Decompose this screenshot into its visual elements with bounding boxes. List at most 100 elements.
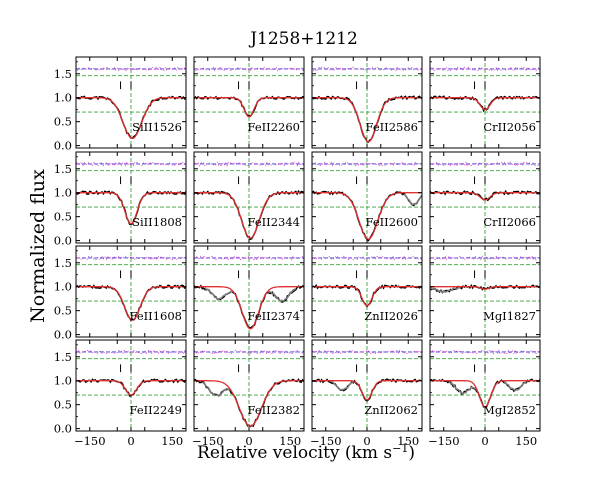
transition-label: CrII2066 xyxy=(483,215,536,229)
voigt-model xyxy=(76,380,186,396)
blended-feature xyxy=(204,287,233,301)
blended-feature xyxy=(503,381,527,392)
x-axis-label: Relative velocity (km s−1) xyxy=(197,442,415,464)
y-tick-label: 1.5 xyxy=(54,256,72,270)
residual-trace xyxy=(193,161,305,167)
y-tick-label: 0.5 xyxy=(54,210,72,224)
transition-label: SiII1808 xyxy=(132,215,182,229)
panel-FeII2586: FeII2586 xyxy=(311,56,423,149)
flux-spectrum xyxy=(429,95,541,113)
y-tick-label: 1.5 xyxy=(54,162,72,176)
x-tick-label: −150 xyxy=(192,434,224,448)
voigt-model xyxy=(194,286,304,330)
voigt-model xyxy=(76,286,186,321)
transition-label: ZnII2026 xyxy=(364,309,418,323)
voigt-model xyxy=(76,97,186,140)
x-tick-label: 150 xyxy=(397,434,419,448)
blended-feature xyxy=(403,193,423,206)
blended-feature xyxy=(448,381,478,395)
panel-FeII2382: −150 0 150 FeII2382 xyxy=(192,339,305,448)
voigt-model xyxy=(194,192,304,239)
residual-trace xyxy=(193,66,305,72)
panel-MgI2852: −150 0 150 MgI2852 xyxy=(428,339,541,448)
transition-label: FeII2382 xyxy=(247,403,300,417)
x-tick-label: 150 xyxy=(279,434,301,448)
residual-trace xyxy=(429,66,541,72)
transition-label: FeII2249 xyxy=(129,403,182,417)
voigt-model xyxy=(312,286,422,307)
y-tick-label: 0.0 xyxy=(54,234,72,248)
residual-trace xyxy=(429,161,541,167)
y-tick-label: 1.0 xyxy=(54,186,72,200)
transition-label: FeII2600 xyxy=(365,215,418,229)
transition-label: FeII2374 xyxy=(247,309,300,323)
residual-trace xyxy=(193,349,305,355)
transition-label: MgI1827 xyxy=(483,309,536,323)
x-axis-label-text: Relative velocity (km s xyxy=(197,443,392,463)
residual-trace xyxy=(75,66,187,72)
y-tick-label: 0.0 xyxy=(54,422,72,436)
y-tick-label: 1.5 xyxy=(54,350,72,364)
voigt-model xyxy=(312,380,422,401)
voigt-model xyxy=(194,97,304,118)
transition-label: FeII2260 xyxy=(247,120,300,134)
y-tick-label: 0.5 xyxy=(54,115,72,129)
x-tick-label: 150 xyxy=(515,434,537,448)
blended-feature xyxy=(202,381,231,397)
transition-label: FeII2344 xyxy=(247,215,300,229)
y-tick-label: 0.5 xyxy=(54,398,72,412)
panel-FeII1608: 0.0 0.5 1.0 1.5 FeII1608 xyxy=(54,245,187,342)
residual-trace xyxy=(311,349,423,355)
transition-label: MgI2852 xyxy=(483,403,536,417)
residual-trace xyxy=(311,255,423,261)
panel-FeII2249: 0.0 0.5 1.0 1.5 −150 0 150 FeII2249 xyxy=(54,339,187,448)
panel-FeII2344: FeII2344 xyxy=(193,151,305,244)
transition-label: ZnII2062 xyxy=(364,403,418,417)
x-axis-label-close: ) xyxy=(408,443,415,463)
residual-trace xyxy=(311,66,423,72)
y-tick-label: 0.5 xyxy=(54,304,72,318)
voigt-model xyxy=(430,286,540,290)
panel-CrII2056: CrII2056 xyxy=(429,56,541,149)
y-tick-label: 1.0 xyxy=(54,280,72,294)
panel-FeII2260: FeII2260 xyxy=(193,56,305,149)
voigt-model xyxy=(430,380,540,408)
panel-ZnII2062: −150 0 150 ZnII2062 xyxy=(310,339,423,448)
flux-spectrum xyxy=(75,378,187,397)
voigt-model xyxy=(76,192,186,225)
blended-feature xyxy=(331,380,354,391)
y-axis-label: Normalized flux xyxy=(27,169,49,323)
x-tick-label: 0 xyxy=(245,434,252,448)
residual-trace xyxy=(75,255,187,261)
x-tick-label: 0 xyxy=(481,434,488,448)
voigt-model xyxy=(194,380,304,427)
residual-trace xyxy=(193,255,305,261)
y-tick-label: 0.0 xyxy=(54,139,72,153)
y-tick-label: 1.0 xyxy=(54,374,72,388)
x-tick-label: −150 xyxy=(428,434,460,448)
panel-FeII2374: FeII2374 xyxy=(193,245,305,338)
voigt-model xyxy=(312,97,422,143)
panel-SiII1526: 0.0 0.5 1.0 1.5 SiII1526 xyxy=(54,56,187,153)
transition-label: FeII2586 xyxy=(365,120,418,134)
residual-trace xyxy=(429,349,541,355)
y-tick-label: 0.0 xyxy=(54,328,72,342)
y-tick-label: 1.0 xyxy=(54,91,72,105)
voigt-model xyxy=(430,192,540,201)
x-tick-label: 0 xyxy=(127,434,134,448)
residual-trace xyxy=(75,161,187,167)
panel-MgI1827: MgI1827 xyxy=(429,245,541,338)
x-tick-label: −150 xyxy=(74,434,106,448)
panel-CrII2066: CrII2066 xyxy=(429,151,541,244)
transition-label: CrII2056 xyxy=(483,120,536,134)
residual-trace xyxy=(429,255,541,261)
transition-label: SiII1526 xyxy=(132,120,182,134)
voigt-model xyxy=(430,97,540,111)
panel-SiII1808: 0.0 0.5 1.0 1.5 SiII1808 xyxy=(54,151,187,248)
figure-title: J1258+1212 xyxy=(248,29,358,49)
blended-feature xyxy=(268,287,297,303)
x-tick-label: 150 xyxy=(161,434,183,448)
transition-label: FeII1608 xyxy=(129,309,182,323)
x-tick-label: −150 xyxy=(310,434,342,448)
